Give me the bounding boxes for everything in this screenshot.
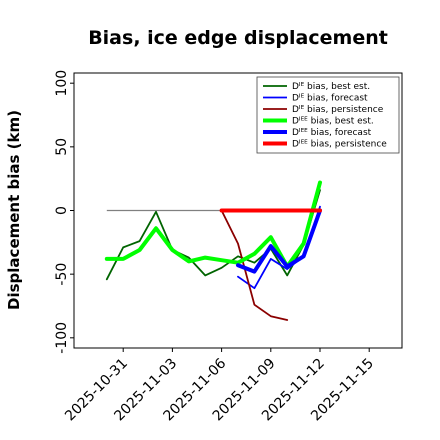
series-line-3: [220, 209, 289, 321]
series-layer: [104, 180, 322, 321]
y-tick-label: -50: [54, 263, 70, 286]
x-ticks: 2025-10-312025-11-032025-11-062025-11-09…: [62, 348, 377, 424]
legend-label-4: Dᴵᴱᴱ bias, best est.: [292, 117, 374, 127]
legend-box: [256, 76, 400, 154]
legend-label-2: Dᴵᴱ bias, forecast: [292, 94, 368, 104]
legend-label-1: Dᴵᴱ bias, best est.: [292, 82, 370, 92]
legend-label-3: Dᴵᴱ bias, persistence: [292, 105, 384, 115]
legend-label-6: Dᴵᴱᴱ bias, persistence: [292, 140, 387, 150]
y-tick-label: -100: [54, 322, 70, 354]
legend: Dᴵᴱ bias, best est.Dᴵᴱ bias, forecastDᴵᴱ…: [256, 76, 400, 154]
y-tick-label: 50: [54, 138, 70, 156]
y-axis-label: Displacement bias (km): [5, 110, 23, 310]
series-line-5: [236, 208, 322, 274]
series-line-1: [105, 189, 321, 281]
legend-label-5: Dᴵᴱᴱ bias, forecast: [292, 128, 372, 138]
y-tick-label: 100: [54, 70, 70, 97]
series-line-4: [104, 180, 322, 269]
chart-title: Bias, ice edge displacement: [88, 27, 388, 49]
y-ticks: -100 -50 0 50 100: [54, 70, 74, 354]
y-tick-label: 0: [54, 206, 70, 215]
